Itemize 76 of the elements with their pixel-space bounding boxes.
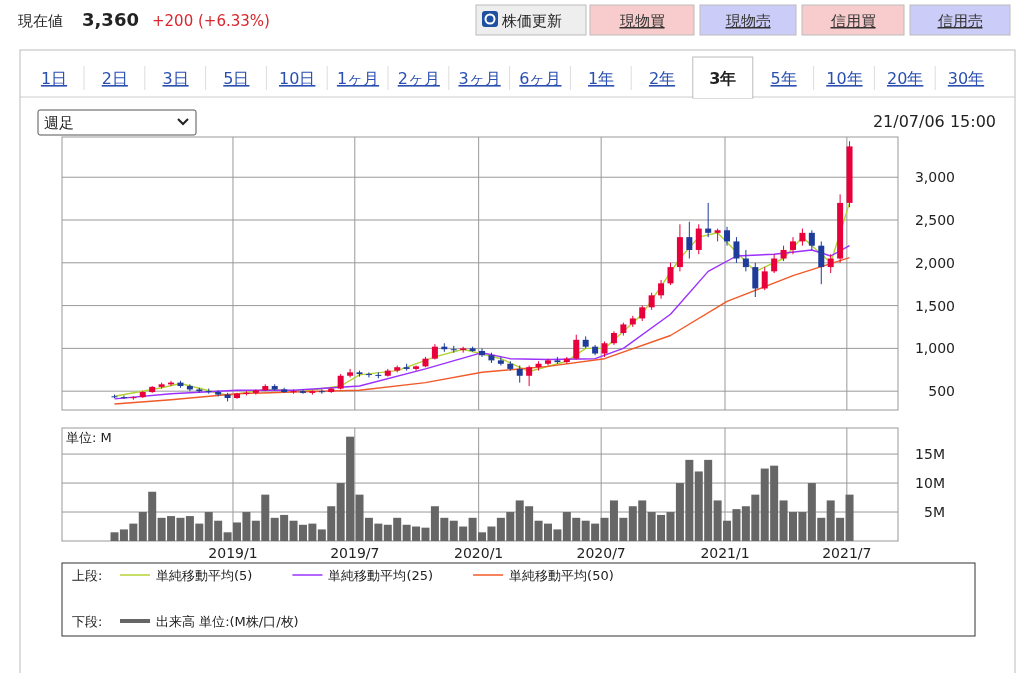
x-tick-label: 2021/7 [822,545,872,561]
text: 株価更新 [501,12,562,30]
candlestick [658,279,665,300]
text: 21/07/06 15:00 [872,112,996,131]
candlestick [413,365,420,372]
annotation: 単位: M [66,430,112,445]
text: 3年 [709,69,737,88]
legend-label: 単純移動平均(25) [328,568,434,583]
candlestick [705,202,712,238]
text: +200 (+6.33%) [152,12,270,30]
candlestick [733,236,740,264]
candlestick [761,266,768,291]
text: 10日 [279,69,316,88]
text: 現物買 [619,12,665,30]
y-tick-label: 1,500 [914,297,955,314]
candlestick [299,388,306,395]
candlestick [724,226,731,247]
text: 2日 [101,69,128,88]
candlestick [667,262,674,286]
text: 3ヶ月 [458,69,501,88]
candlestick [695,223,702,255]
text: 現物売 [725,12,771,30]
text: 5日 [223,69,250,88]
legend-label: 単純移動平均(50) [509,568,614,583]
candlestick [752,262,759,298]
text: 2ヶ月 [397,69,440,88]
text: 20年 [887,69,924,88]
x-tick-label: 2021/1 [700,545,750,561]
text: 現在値 [18,12,63,30]
candlestick [686,221,693,260]
candlestick [318,388,325,395]
text: 3,360 [82,9,139,30]
line-series [113,202,851,397]
candlestick [130,395,137,401]
text: 1ヶ月 [336,69,380,88]
text: 上段: [72,568,103,583]
candlestick [742,249,749,272]
text: 6ヶ月 [519,69,562,88]
candlestick [479,347,486,358]
text: 1日 [40,69,68,88]
text: 10年 [826,69,863,88]
text: 30年 [947,69,985,88]
candlestick [526,365,533,387]
text: 週足 [44,114,74,132]
x-tick-label: 2020/1 [454,545,504,561]
candlestick [290,388,297,395]
y-tick-label: 5M [924,504,945,521]
bar [845,494,854,541]
candlestick [252,388,259,396]
x-tick-label: 2019/1 [208,545,258,561]
x-tick-label: 2020/7 [576,545,626,561]
candlestick [827,253,834,274]
text: 下段: [72,614,103,629]
y-tick-label: 2,500 [914,212,955,229]
candlestick [790,236,796,255]
text: 信用買 [830,12,876,30]
candlestick [365,371,372,378]
y-tick-label: 500 [928,383,955,400]
y-tick-label: 1,000 [914,340,955,357]
text: 5年 [770,69,797,88]
candlestick [573,334,580,361]
candlestick [771,253,778,274]
legend-label: 出来高 単位:(M株/口/枚) [156,614,299,629]
y-tick-label: 3,000 [914,169,955,186]
y-tick-label: 10M [915,475,945,492]
legend-label: 単純移動平均(5) [156,568,253,583]
candlestick [808,229,815,251]
candlestick [818,240,825,285]
text: 2年 [648,69,676,88]
y-tick-label: 15M [915,446,945,463]
text: 1年 [588,69,615,88]
text: 信用売 [937,12,983,30]
text: 3日 [162,69,189,88]
y-tick-label: 2,000 [914,254,955,271]
x-tick-label: 2019/7 [330,545,380,561]
candlestick [120,394,127,400]
